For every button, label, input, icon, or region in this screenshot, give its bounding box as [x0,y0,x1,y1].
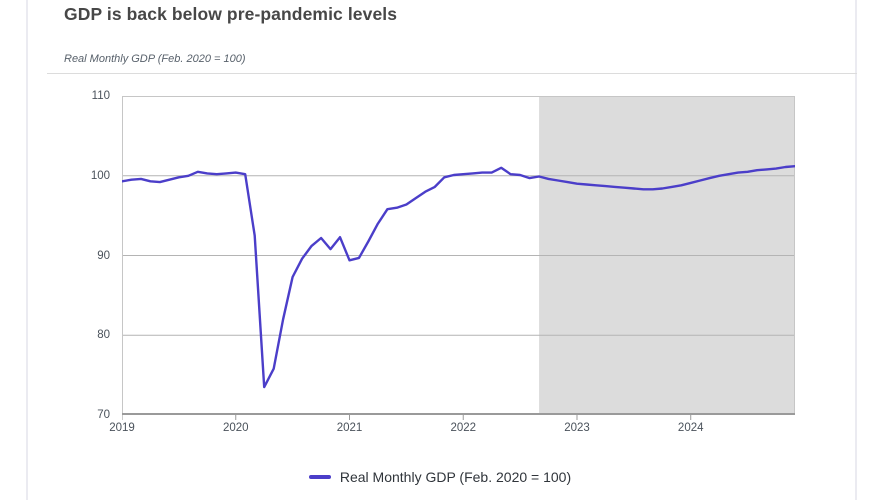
legend-line-swatch [308,475,331,479]
y-tick-label: 110 [91,90,110,102]
chart-title: GDP is back below pre-pandemic levels [64,4,398,24]
gdp-line-chart [122,96,795,420]
card-left-border [26,0,28,500]
x-tick-label: 2024 [677,422,704,434]
x-tick-label: 2021 [336,422,363,434]
header-divider [47,73,857,74]
legend-label: Real Monthly GDP (Feb. 2020 = 100) [339,469,572,485]
y-tick-label: 90 [97,249,110,262]
x-tick-label: 2023 [564,422,590,434]
legend: Real Monthly GDP (Feb. 2020 = 100) [0,464,880,490]
y-tick-label: 100 [90,169,110,182]
x-tick-label: 2020 [222,422,249,434]
y-tick-label: 70 [97,409,110,421]
card-right-border [855,0,857,500]
gdp-line-series [122,164,795,389]
y-tick-label: 80 [97,329,110,342]
x-axis-labels: 2019 2020 2021 2022 2023 2024 [109,420,795,438]
y-axis-labels: 70 80 90 100 110 [70,90,116,426]
chart-subtitle: Real Monthly GDP (Feb. 2020 = 100) [64,53,246,65]
x-tick-label: 2022 [450,422,477,434]
x-tick-label: 2019 [109,422,135,434]
